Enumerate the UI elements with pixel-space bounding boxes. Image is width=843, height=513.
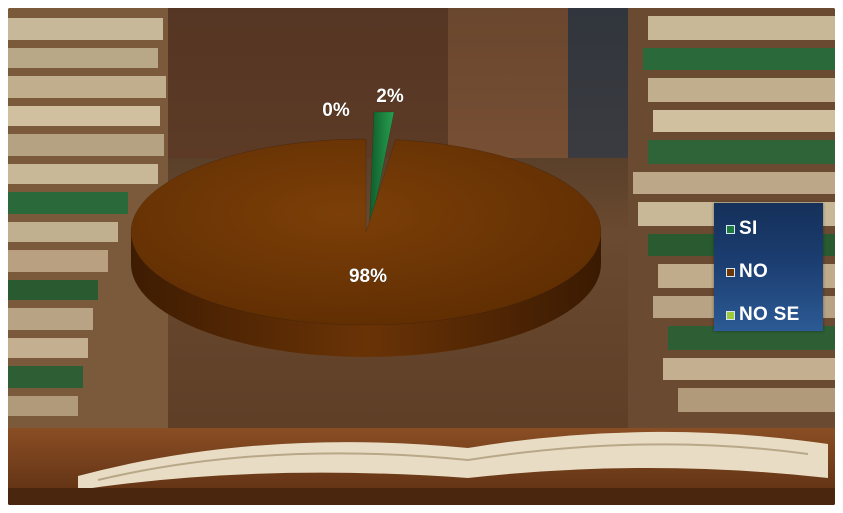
legend-label: SI	[739, 218, 758, 239]
data-label-no-se: 0%	[322, 100, 350, 121]
data-label-no: 98%	[349, 266, 387, 287]
pie-slice-no	[130, 138, 602, 326]
open-book	[78, 431, 828, 490]
legend-label: NO	[739, 261, 769, 282]
left-book-stack	[8, 8, 168, 448]
pie: 2% 98% 0%	[130, 86, 602, 357]
pie-slice-side	[131, 232, 601, 357]
legend-item-si: SI	[726, 217, 758, 241]
data-label-si: 2%	[376, 86, 404, 107]
chart-frame: 2% 98% 0% SI NO NO SE	[8, 8, 835, 505]
legend-swatch	[726, 310, 735, 320]
legend-item-no: NO	[726, 260, 768, 284]
legend-swatch	[726, 224, 735, 234]
legend-swatch	[726, 267, 735, 277]
legend-item-no-se: NO SE	[726, 303, 800, 327]
legend-label: NO SE	[739, 304, 800, 325]
pie-chart: 2% 98% 0%	[8, 8, 835, 505]
legend: SI NO NO SE	[714, 203, 823, 331]
